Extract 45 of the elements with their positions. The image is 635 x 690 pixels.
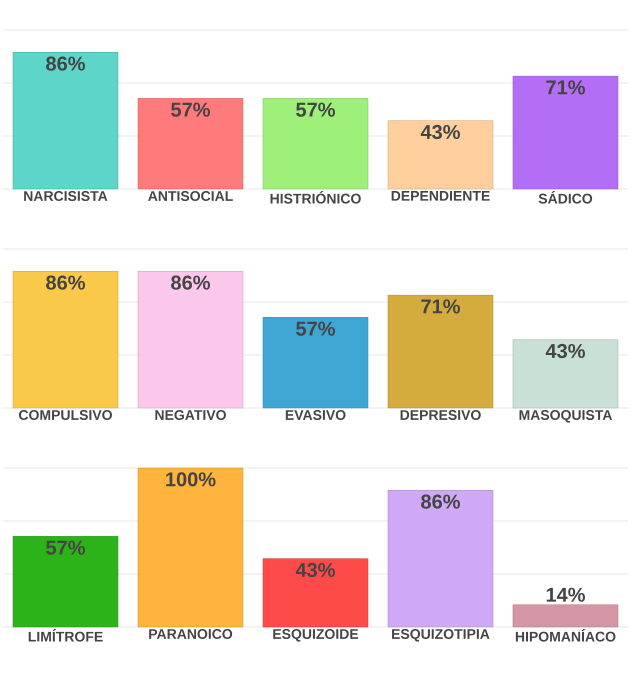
x-tick-label: PARANOICO	[149, 629, 232, 639]
data-label: 43%	[546, 344, 585, 358]
x-tick-label: NEGATIVO	[155, 410, 226, 420]
data-label: 43%	[296, 562, 335, 578]
bar	[138, 98, 244, 190]
bar	[512, 339, 618, 408]
x-tick-label: NARCISISTA	[24, 191, 108, 201]
bar	[12, 536, 118, 628]
x-tick-label: MASOQUISTA	[520, 410, 612, 423]
bar	[12, 52, 118, 190]
x-tick-label: COMPULSIVO	[19, 410, 112, 420]
x-tick-label: ANTISOCIAL	[148, 191, 233, 201]
data-label: 57%	[171, 102, 210, 117]
x-tick-label: DEPRESIVO	[400, 410, 481, 420]
bar	[12, 270, 118, 408]
x-tick-label: ESQUIZOIDE	[273, 629, 358, 642]
x-tick-label: HISTRIÓNICO	[270, 191, 361, 204]
data-label: 86%	[171, 276, 210, 290]
data-label: 71%	[546, 80, 585, 94]
bar	[262, 98, 368, 190]
bar	[138, 468, 244, 628]
bar	[262, 317, 368, 408]
bar	[138, 270, 244, 408]
data-label: 57%	[46, 540, 85, 555]
x-tick-label: EVASIVO	[286, 410, 346, 420]
data-label: 86%	[421, 494, 460, 509]
bar	[388, 490, 494, 628]
data-label: 43%	[420, 124, 460, 140]
x-tick-label: SÁDICO	[538, 191, 592, 204]
data-label: 14%	[546, 588, 585, 602]
bar	[388, 120, 494, 190]
x-tick-label: ESQUIZOTIPIA	[392, 629, 490, 642]
bar	[512, 604, 618, 628]
x-tick-label: LIMÍTROFE	[28, 629, 103, 642]
data-label: 57%	[296, 322, 335, 336]
bar	[262, 558, 368, 628]
bar	[512, 76, 618, 190]
data-label: 86%	[46, 276, 85, 290]
x-tick-label: DEPENDIENTE	[392, 191, 490, 201]
data-label: 100%	[166, 472, 216, 486]
data-label: 71%	[421, 299, 460, 314]
data-label: 86%	[46, 56, 85, 71]
bar	[388, 294, 494, 408]
data-label: 57%	[296, 102, 335, 117]
x-tick-label: HIPOMANÍACO	[516, 629, 616, 642]
